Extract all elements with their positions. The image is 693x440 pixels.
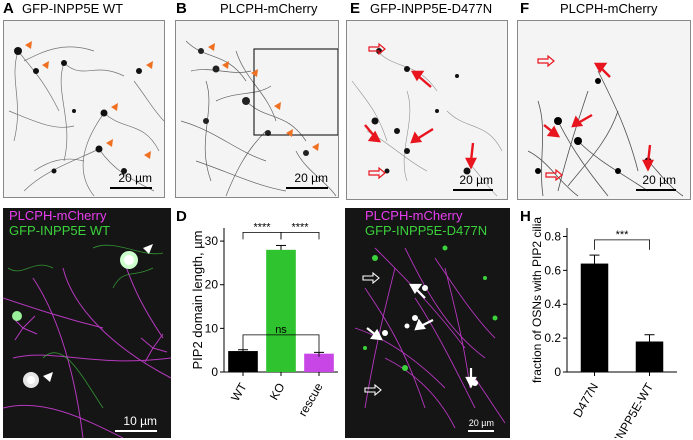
chart-h-bar-1 — [635, 341, 664, 372]
chart-h-y-tick-label-3: 0.6 — [544, 263, 561, 277]
chart-h-y-tick-label-0: 0 — [554, 365, 561, 379]
micrograph-b-art — [180, 40, 338, 197]
chart-d-x-tick-label-0: WT — [228, 380, 250, 404]
chart-h-x-tick-label-1: INPP5E-WT — [611, 380, 656, 438]
panel-a-title: GFP-INPP5E WT — [22, 1, 124, 16]
chart-d-bar-1 — [266, 249, 296, 372]
chart-d-y-tick-label-2: 20 — [205, 278, 219, 292]
chart-d: PIP2 domain length, µm 0 10 20 30 WT KO rescue *… — [190, 221, 338, 419]
panel-f-title: PLCPH-mCherry — [560, 1, 658, 16]
micrograph-e-art — [351, 42, 503, 197]
chart-d-x-tick-label-1: KO — [267, 381, 288, 403]
panel-label-e: E — [350, 0, 361, 17]
chart-h-significance-label-0: *** — [616, 229, 630, 241]
scale-bar-f — [636, 189, 676, 191]
chart-d-y-tick-label-0: 0 — [211, 365, 218, 379]
micrograph-a-art — [8, 41, 164, 197]
chart-d-y-tick-label-3: 30 — [205, 234, 219, 248]
micrograph-c: PLCPH-mCherry GFP-INPP5E WT 10 µm — [3, 208, 171, 438]
chart-h-x-tick-label-0: D477N — [570, 381, 601, 420]
panel-label-b: B — [176, 0, 187, 17]
scale-bar-c — [115, 430, 157, 432]
scale-bar-g — [468, 430, 494, 432]
panel-label-h: H — [520, 208, 531, 225]
chart-h-bar-0 — [580, 263, 609, 372]
chart-d-significance-bracket-2 — [242, 334, 320, 357]
scale-label-a: 20 µm — [118, 171, 152, 185]
panel-g-title-line2: GFP-INPP5E-D477N — [365, 223, 488, 238]
scale-label-e: 20 µm — [459, 173, 493, 187]
micrograph-f: 20 µm — [517, 20, 691, 200]
chart-h-y-tick-label-2: 0.4 — [544, 297, 561, 311]
micrograph-e: 20 µm — [346, 20, 508, 200]
chart-h-significance-bracket-0 — [594, 239, 650, 250]
panel-label-a: A — [3, 0, 14, 17]
chart-d-significance-label-2: ns — [275, 324, 287, 336]
micrograph-c-art — [3, 244, 171, 438]
micrograph-a: 20 µm — [3, 20, 165, 198]
chart-h-y-axis-label: fraction of OSNs with PIP2 cilia — [530, 217, 544, 383]
scale-label-f: 20 µm — [642, 173, 676, 187]
scale-bar-b — [286, 187, 328, 189]
chart-d-bar-2 — [304, 353, 334, 372]
chart-d-significance-label-0: **** — [253, 221, 271, 233]
chart-h: fraction of OSNs with PIP2 cilia 0 0.2 0.4 0… — [530, 217, 677, 438]
micrograph-g: PLCPH-mCherry GFP-INPP5E-D477N 20 µm — [345, 208, 510, 438]
scale-label-b: 20 µm — [294, 171, 328, 185]
chart-d-significance-label-1: **** — [291, 221, 309, 233]
chart-d-significance-bracket-1 — [280, 231, 320, 240]
scale-bar-a — [110, 187, 152, 189]
panel-c-title-line2: GFP-INPP5E WT — [9, 223, 111, 238]
panel-g-title-line1: PLCPH-mCherry — [365, 208, 463, 223]
scale-label-c: 10 µm — [123, 414, 157, 428]
panel-b-title: PLCPH-mCherry — [220, 1, 318, 16]
chart-d-y-tick-label-1: 10 — [205, 321, 219, 335]
chart-h-y-tick-label-4: 0.8 — [544, 229, 561, 243]
panel-label-d: D — [176, 208, 187, 225]
micrograph-g-art — [354, 245, 506, 429]
panel-label-f: F — [520, 0, 530, 17]
panel-c-title-line1: PLCPH-mCherry — [9, 208, 107, 223]
chart-d-x-tick-label-2: rescue — [295, 380, 325, 418]
micrograph-f-art — [527, 54, 684, 197]
micrograph-b: 20 µm — [175, 20, 339, 198]
panel-e-title: GFP-INPP5E-D477N — [370, 1, 493, 16]
chart-d-significance-bracket-0 — [242, 231, 282, 240]
chart-d-y-axis-label: PIP2 domain length, µm — [190, 230, 205, 369]
chart-d-bar-0 — [228, 351, 258, 372]
scale-label-g: 20 µm — [468, 418, 494, 428]
scale-bar-e — [453, 189, 493, 191]
chart-h-y-tick-label-1: 0.2 — [544, 331, 561, 345]
